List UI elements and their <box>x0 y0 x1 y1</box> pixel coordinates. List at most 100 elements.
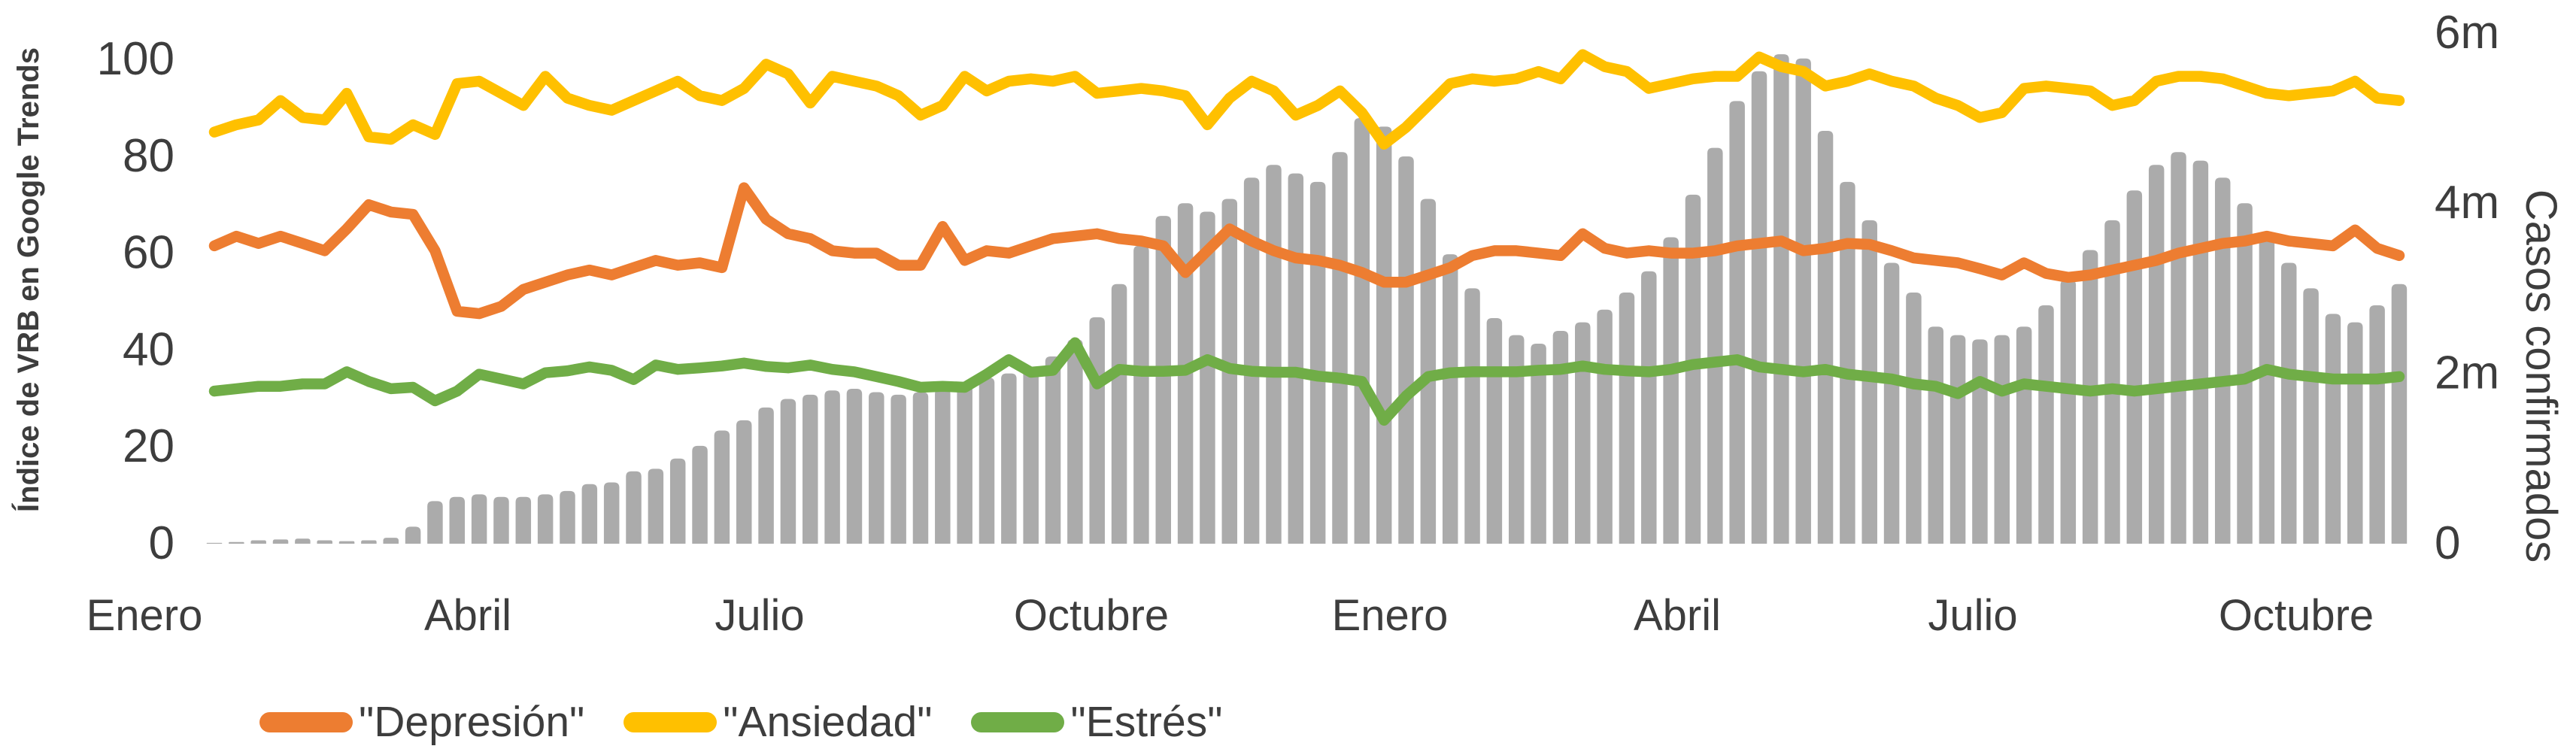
bar-week-87 <box>2104 220 2120 544</box>
bar-week-75 <box>1840 181 1855 544</box>
bar-week-63 <box>1575 322 1591 544</box>
right-axis-tick: 6m <box>2435 7 2499 59</box>
bar-week-33 <box>912 392 929 544</box>
legend-label: "Estrés" <box>1070 697 1223 746</box>
bar-week-2 <box>229 541 244 544</box>
bar-week-66 <box>1641 271 1657 544</box>
bar-week-72 <box>1773 54 1789 544</box>
legend-swatch <box>259 711 353 732</box>
bar-week-28 <box>803 394 818 544</box>
right-axis-tick: 0 <box>2435 517 2460 569</box>
bar-week-82 <box>1994 335 2010 544</box>
bar-week-4 <box>272 539 289 544</box>
legend-item: "Ansiedad" <box>624 697 933 746</box>
x-axis-label-enero-4: Enero <box>1332 591 1449 640</box>
legend: "Depresión" "Ansiedad" "Estrés" <box>259 699 1222 744</box>
bar-week-61 <box>1531 343 1546 544</box>
x-axis-label-abril-5: Abril <box>1634 591 1721 640</box>
bar-week-23 <box>692 445 708 544</box>
bar-week-86 <box>2082 250 2098 544</box>
bar-week-90 <box>2171 152 2186 544</box>
bar-week-36 <box>979 378 995 544</box>
bar-week-34 <box>935 388 951 544</box>
bar-week-7 <box>338 541 355 544</box>
bars-casos-confirmados <box>206 54 2408 544</box>
bar-week-22 <box>669 458 686 544</box>
bar-week-24 <box>714 430 730 544</box>
bar-week-96 <box>2303 288 2319 544</box>
bar-week-80 <box>1949 335 1966 544</box>
x-axis-label-octubre-7: Octubre <box>2219 591 2374 640</box>
bar-week-57 <box>1442 254 1458 544</box>
bar-week-42 <box>1111 284 1127 544</box>
bar-week-70 <box>1729 101 1745 544</box>
left-axis-tick: 60 <box>123 227 174 279</box>
bar-week-44 <box>1155 216 1171 544</box>
bar-week-3 <box>250 540 266 544</box>
bar-week-94 <box>2259 232 2275 544</box>
bar-week-8 <box>361 540 377 544</box>
bar-week-78 <box>1906 293 1922 544</box>
bar-week-26 <box>758 407 774 544</box>
bar-week-43 <box>1133 245 1149 544</box>
right-axis-tick: 4m <box>2435 177 2499 229</box>
bar-week-21 <box>648 469 664 544</box>
bar-week-15 <box>515 496 532 544</box>
bar-week-14 <box>493 496 509 544</box>
bar-week-6 <box>317 540 332 544</box>
bar-week-58 <box>1464 288 1480 544</box>
bar-week-79 <box>1928 326 1944 544</box>
bar-week-64 <box>1597 309 1613 544</box>
bar-week-85 <box>2060 280 2077 544</box>
bar-week-32 <box>891 394 906 544</box>
bar-week-5 <box>295 538 311 544</box>
bar-week-77 <box>1883 262 1900 544</box>
bar-week-100 <box>2391 284 2408 544</box>
bar-week-54 <box>1376 126 1392 544</box>
legend-item: "Estrés" <box>971 697 1223 746</box>
left-axis-tick: 0 <box>149 517 174 569</box>
x-axis-label-julio-2: Julio <box>715 591 804 640</box>
bar-week-97 <box>2325 314 2341 544</box>
bar-week-89 <box>2148 165 2165 544</box>
legend-label: "Ansiedad" <box>723 697 933 746</box>
bar-week-27 <box>780 399 796 544</box>
bar-week-46 <box>1200 211 1215 544</box>
x-axis-label-enero-0: Enero <box>86 591 203 640</box>
bar-week-65 <box>1619 293 1635 544</box>
bar-week-83 <box>2016 326 2032 544</box>
bar-week-53 <box>1354 118 1370 544</box>
legend-label: "Depresión" <box>359 697 585 746</box>
line-ansiedad <box>208 49 2405 150</box>
bar-week-20 <box>626 471 642 544</box>
left-axis-tick: 20 <box>123 420 174 472</box>
bar-week-12 <box>449 496 466 544</box>
bar-week-99 <box>2369 305 2385 544</box>
left-axis-tick: 100 <box>97 33 174 85</box>
bar-week-19 <box>603 482 620 544</box>
bar-week-98 <box>2347 322 2363 544</box>
bar-week-50 <box>1288 173 1304 544</box>
bar-week-11 <box>427 501 443 544</box>
legend-item: "Depresión" <box>259 697 585 746</box>
bar-week-51 <box>1309 181 1326 544</box>
bar-week-29 <box>824 390 840 544</box>
bar-week-55 <box>1398 156 1414 544</box>
line-depresion <box>208 182 2405 320</box>
x-axis-label-abril-1: Abril <box>424 591 511 640</box>
x-axis-label-octubre-3: Octubre <box>1014 591 1169 640</box>
bar-week-1 <box>206 542 223 544</box>
bar-week-41 <box>1089 317 1105 544</box>
bar-week-38 <box>1023 368 1039 544</box>
bar-week-81 <box>1972 339 1988 544</box>
bar-week-49 <box>1266 165 1282 544</box>
bar-week-48 <box>1243 177 1260 544</box>
bar-week-91 <box>2192 160 2209 544</box>
bar-week-18 <box>581 484 598 544</box>
bar-week-16 <box>537 494 554 544</box>
bar-week-13 <box>471 494 487 544</box>
bar-week-88 <box>2126 190 2143 544</box>
bar-week-39 <box>1045 356 1061 544</box>
